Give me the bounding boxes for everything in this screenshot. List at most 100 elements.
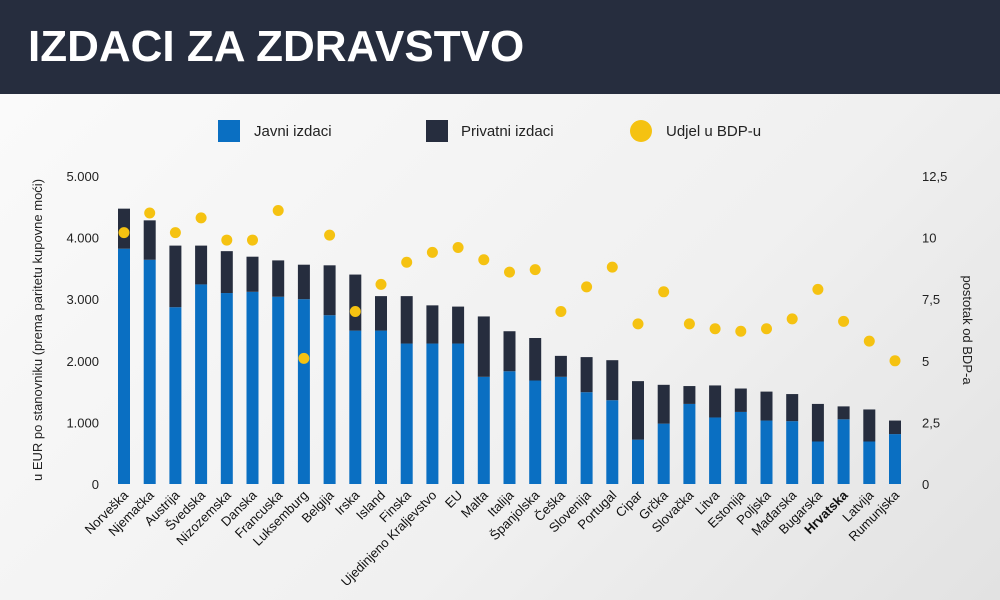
legend-swatch-share <box>630 120 652 142</box>
share-point <box>426 246 438 258</box>
bar-private <box>195 245 208 285</box>
bar-public <box>580 392 593 484</box>
share-point <box>375 278 387 290</box>
share-point <box>298 352 310 364</box>
bar-private <box>375 296 387 331</box>
share-point <box>761 323 772 335</box>
bar-private <box>426 305 439 344</box>
bar-public <box>837 419 850 484</box>
share-point <box>195 212 207 224</box>
legend-swatch-public <box>218 120 240 142</box>
share-point <box>529 264 541 276</box>
share-point <box>144 207 156 219</box>
page-title: IZDACI ZA ZDRAVSTVO <box>28 22 525 71</box>
bar-public <box>169 307 182 484</box>
y-tick-label: 4.000 <box>66 231 99 246</box>
bar-private <box>863 409 876 442</box>
bar-private <box>554 355 567 377</box>
share-point <box>735 325 747 337</box>
y-tick-label: 5.000 <box>66 169 99 184</box>
share-point <box>478 254 490 266</box>
bar-public <box>375 330 387 484</box>
bar-public <box>863 441 876 484</box>
bar-public <box>786 421 799 484</box>
bar-public <box>220 293 233 484</box>
bar-public <box>760 420 773 484</box>
y2-tick-label: 0 <box>922 477 929 492</box>
share-point <box>838 315 850 327</box>
share-point <box>247 234 258 246</box>
bar-private <box>709 385 722 418</box>
bar-public <box>297 299 310 484</box>
bar-private <box>606 360 619 401</box>
bar-private <box>760 391 773 421</box>
bar-private <box>323 265 336 316</box>
bar-private <box>297 264 310 300</box>
y-axis-title: u EUR po stanovniku (prema paritetu kupo… <box>30 179 45 481</box>
bar-public <box>734 411 747 484</box>
bar-private <box>632 381 644 440</box>
bar-public <box>529 380 542 484</box>
y2-tick-label: 10 <box>922 231 936 246</box>
y-tick-label: 2.000 <box>66 354 99 369</box>
bar-private <box>169 245 182 308</box>
share-point <box>683 318 695 330</box>
share-point <box>504 266 515 278</box>
share-point <box>324 229 336 241</box>
bar-private <box>400 296 413 344</box>
bar-private <box>811 403 824 442</box>
chart-panel: Javni izdaci Privatni izdaci Udjel u BDP-u… <box>0 94 1000 600</box>
y2-tick-label: 7,5 <box>922 292 940 307</box>
bar-public <box>400 343 413 484</box>
bar-public <box>452 343 465 484</box>
bar-public <box>349 330 362 484</box>
y2-tick-label: 2,5 <box>922 415 940 430</box>
bar-private <box>143 220 156 260</box>
bar-private <box>477 316 490 377</box>
bar-private <box>452 306 465 344</box>
bar-public <box>426 343 439 484</box>
bar-public <box>118 248 130 484</box>
bar-private <box>503 331 516 372</box>
share-point <box>401 256 413 268</box>
share-point <box>169 227 181 239</box>
share-point <box>349 306 361 318</box>
bar-private <box>246 256 259 292</box>
bar-private <box>220 251 233 294</box>
share-point <box>452 241 464 253</box>
share-point <box>606 261 618 273</box>
bar-private <box>529 338 542 381</box>
bar-private <box>837 406 850 420</box>
share-point <box>632 318 644 330</box>
legend-swatch-private <box>426 120 448 142</box>
health-expenditure-chart: Javni izdaci Privatni izdaci Udjel u BDP-u… <box>30 120 975 589</box>
bar-public <box>323 315 336 484</box>
bar-public <box>889 434 901 484</box>
bar-private <box>349 274 362 331</box>
share-point <box>272 204 284 216</box>
share-point <box>118 227 130 239</box>
bar-public <box>195 284 208 484</box>
bar-public <box>709 417 722 484</box>
bar-public <box>606 400 619 484</box>
bar-private <box>657 384 670 424</box>
share-point <box>889 355 901 367</box>
bar-private <box>786 394 799 422</box>
y2-axis-title: postotak od BDP-a <box>960 275 975 385</box>
bar-private <box>683 386 696 404</box>
share-point <box>221 234 233 246</box>
share-point <box>709 323 721 335</box>
bar-public <box>272 296 285 484</box>
bar-private <box>272 260 285 297</box>
bar-public <box>811 441 824 484</box>
bar-public <box>657 423 670 484</box>
legend-label-share: Udjel u BDP-u <box>666 123 761 140</box>
bar-public <box>477 376 490 484</box>
bar-public <box>246 291 259 484</box>
y2-tick-label: 5 <box>922 354 929 369</box>
share-point <box>812 283 824 295</box>
y-tick-label: 1.000 <box>66 415 99 430</box>
y-tick-label: 0 <box>92 477 99 492</box>
header-bar: IZDACI ZA ZDRAVSTVO <box>0 0 1000 94</box>
bar-private <box>734 388 747 412</box>
